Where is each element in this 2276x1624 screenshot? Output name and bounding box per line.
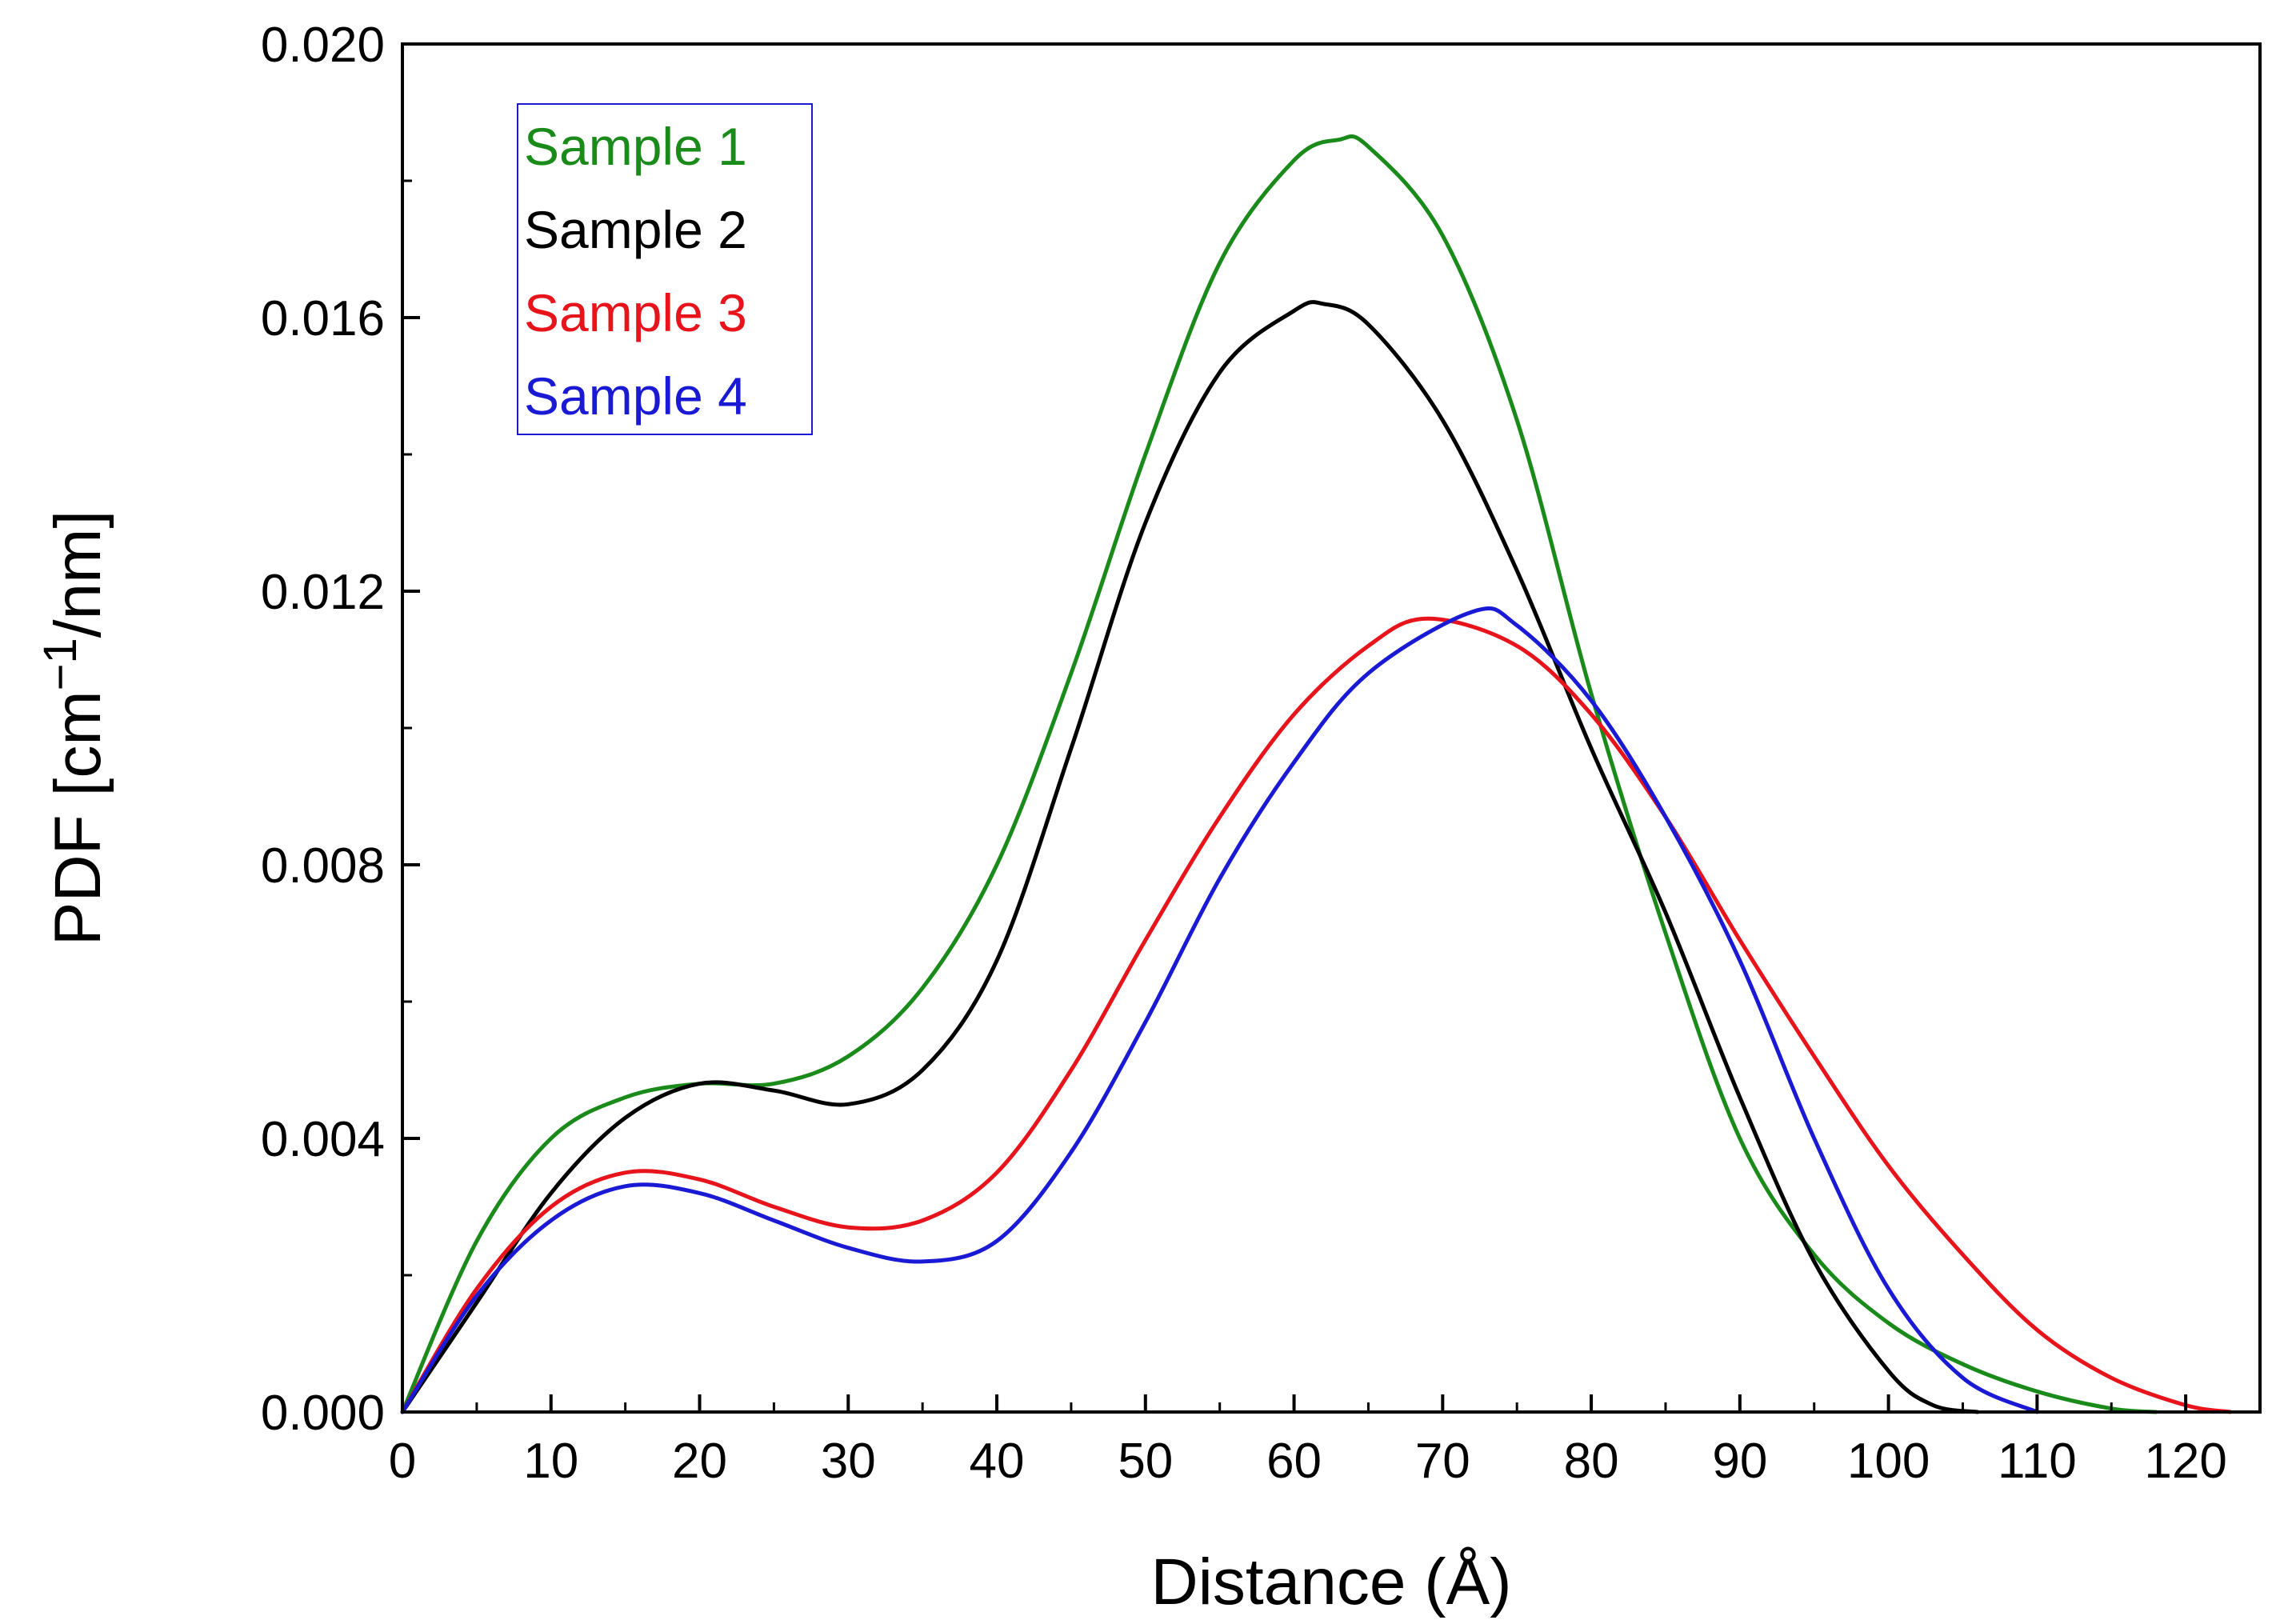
x-tick-label: 60 — [1266, 1434, 1322, 1489]
x-tick-label: 40 — [970, 1434, 1025, 1489]
x-tick-label: 100 — [1847, 1434, 1930, 1489]
legend-item: Sample 2 — [524, 200, 747, 259]
y-tick-label: 0.008 — [261, 838, 385, 894]
series-line-3 — [400, 616, 2233, 1414]
x-tick-label: 50 — [1118, 1434, 1173, 1489]
x-tick-label: 20 — [672, 1434, 727, 1489]
y-axis-title-superscript: −1 — [34, 638, 86, 690]
x-tick-label: 80 — [1564, 1434, 1619, 1489]
y-tick-label: 0.004 — [261, 1112, 385, 1167]
series-line-2 — [400, 300, 1980, 1414]
y-axis-title-prefix: PDF [cm — [42, 690, 114, 946]
legend-item: Sample 3 — [524, 283, 747, 342]
y-axis-title-suffix: /nm] — [42, 510, 114, 638]
x-axis-title: Distance (Å) — [1150, 1546, 1511, 1618]
x-tick-label: 120 — [2144, 1434, 2226, 1489]
series-line-4 — [400, 606, 2039, 1414]
legend-box — [517, 103, 813, 435]
x-tick-label: 90 — [1712, 1434, 1767, 1489]
x-tick-label: 10 — [523, 1434, 578, 1489]
legend-item: Sample 4 — [524, 366, 747, 426]
legend-item: Sample 1 — [524, 117, 747, 176]
y-tick-label: 0.016 — [261, 291, 385, 346]
y-tick-label: 0.012 — [261, 565, 385, 620]
y-axis-title: PDF [cm−1/nm] — [34, 510, 114, 946]
y-tick-label: 0.020 — [261, 18, 385, 73]
x-axis-ticks: 0 10 20 30 40 50 60 70 80 90 100 110 120 — [389, 1394, 2227, 1489]
x-tick-label: 70 — [1415, 1434, 1470, 1489]
x-tick-label: 0 — [389, 1434, 416, 1489]
y-axis-ticks: 0.000 0.004 0.008 0.012 0.016 0.020 — [261, 18, 420, 1441]
plot-lines — [400, 134, 2233, 1414]
x-tick-label: 110 — [1998, 1434, 2077, 1489]
y-tick-label: 0.000 — [261, 1386, 385, 1441]
x-tick-label: 30 — [821, 1434, 876, 1489]
legend: Sample 1 Sample 2 Sample 3 Sample 4 — [517, 103, 813, 435]
